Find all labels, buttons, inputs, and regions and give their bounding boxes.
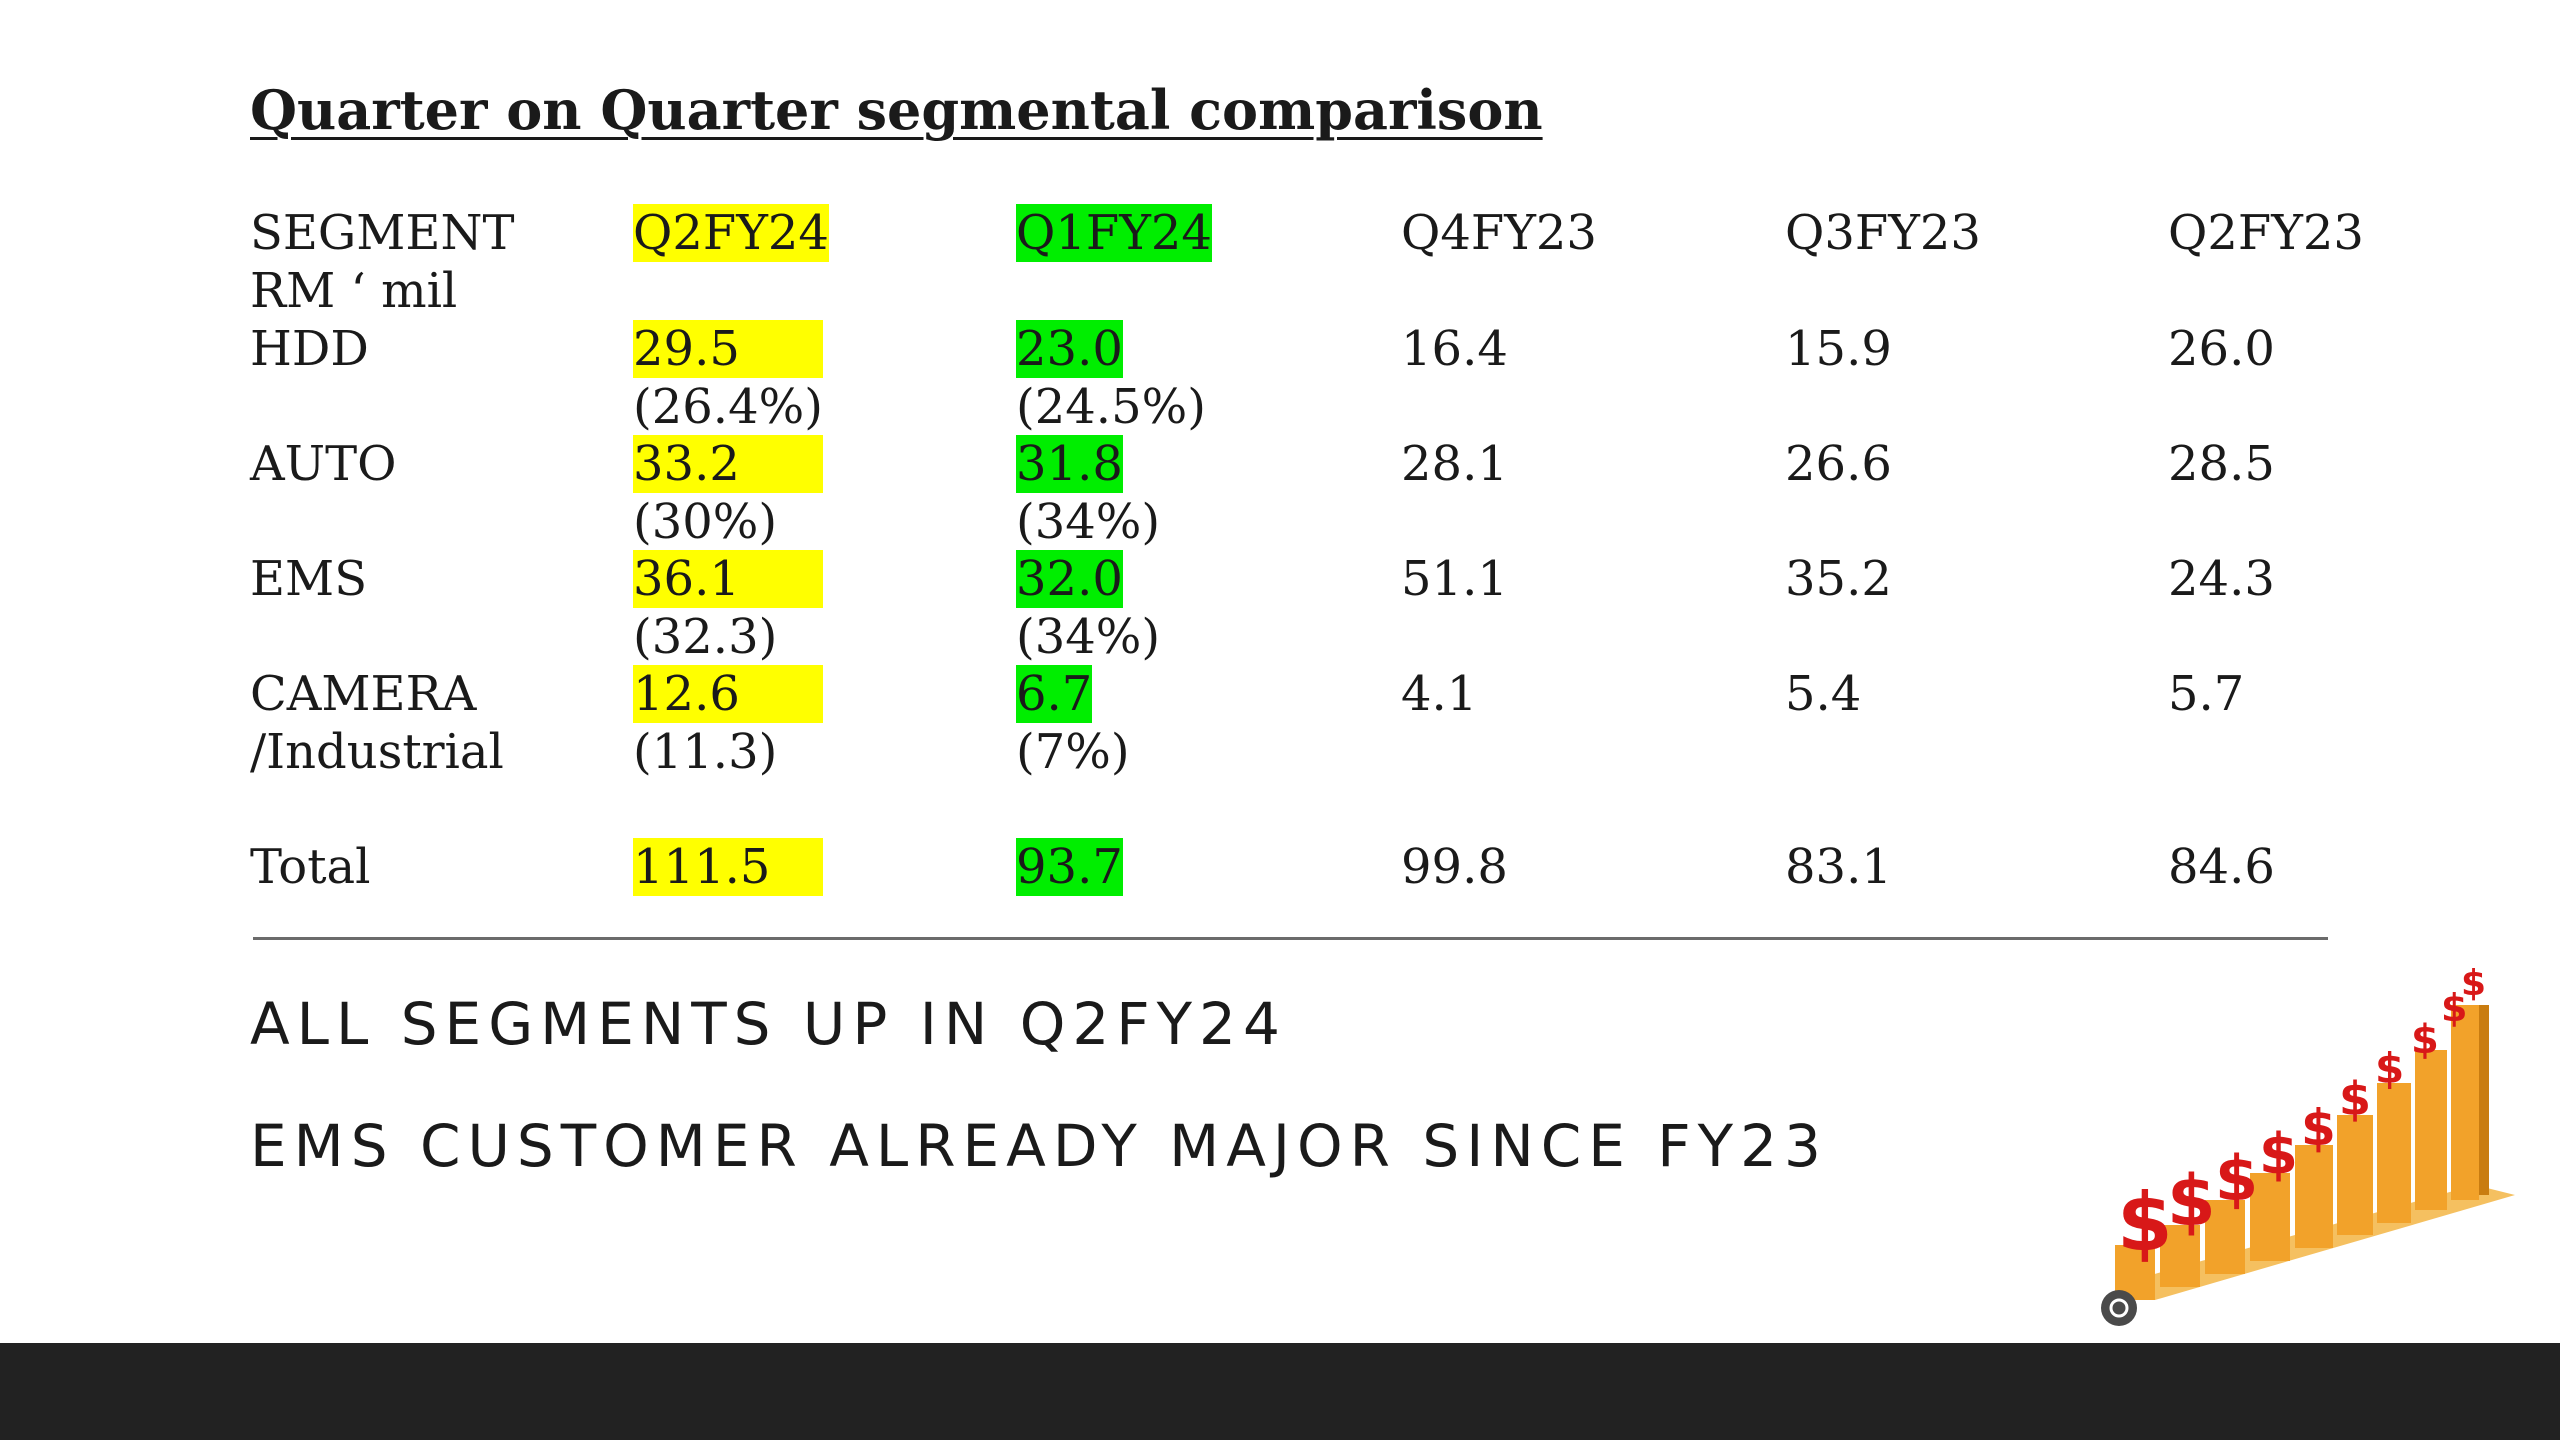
value-q3fy23: 35.2 xyxy=(1785,551,1892,607)
value-q2fy24-text: 29.5 xyxy=(633,320,823,378)
value-q2fy24: 33.2 xyxy=(633,435,823,493)
value-q4fy23: 51.1 xyxy=(1401,551,1508,607)
svg-text:$: $ xyxy=(2441,986,2467,1030)
share-q1fy24: (34%) xyxy=(1016,494,1161,550)
value-q4fy23: 28.1 xyxy=(1401,436,1508,492)
svg-text:$: $ xyxy=(2411,1017,2439,1063)
value-q2fy24-text: 33.2 xyxy=(633,435,823,493)
svg-text:$: $ xyxy=(2117,1176,2173,1269)
header-unit-label: RM ‘ mil xyxy=(250,263,458,319)
bottom-bar xyxy=(0,1343,2560,1440)
share-q1fy24: (7%) xyxy=(1016,724,1130,780)
svg-text:$: $ xyxy=(2461,963,2486,1004)
header-q2fy24: Q2FY24 xyxy=(633,204,829,262)
header-segment-label: SEGMENT xyxy=(250,205,515,261)
value-q3fy23: 15.9 xyxy=(1785,321,1892,377)
segment-name-line2: /Industrial xyxy=(250,724,504,780)
dollar-signs: $ $ $ $ $ $ $ $ $ $ xyxy=(2117,963,2486,1269)
header-q2fy24-text: Q2FY24 xyxy=(633,204,829,262)
value-q2fy23: 24.3 xyxy=(2168,551,2275,607)
orange-bars xyxy=(2115,1005,2515,1300)
value-q2fy23: 26.0 xyxy=(2168,321,2275,377)
value-q1fy24-text: 6.7 xyxy=(1016,665,1093,723)
image-badge-icon xyxy=(2101,1290,2137,1326)
svg-text:$: $ xyxy=(2259,1122,2298,1187)
value-q1fy24-text: 31.8 xyxy=(1016,435,1123,493)
value-q4fy23: 16.4 xyxy=(1401,321,1508,377)
share-q2fy24: (30%) xyxy=(633,494,778,550)
value-q3fy23: 26.6 xyxy=(1785,436,1892,492)
share-q2fy24: (32.3) xyxy=(633,609,778,665)
total-q3fy23: 83.1 xyxy=(1785,839,1892,895)
value-q2fy24: 29.5 xyxy=(633,320,823,378)
value-q2fy24: 36.1 xyxy=(633,550,823,608)
segment-name: AUTO xyxy=(250,436,397,492)
share-q1fy24: (24.5%) xyxy=(1016,379,1206,435)
header-q3fy23: Q3FY23 xyxy=(1785,205,1981,261)
total-q1fy24: 93.7 xyxy=(1016,838,1123,896)
value-q1fy24: 31.8 xyxy=(1016,435,1123,493)
total-q2fy24-text: 111.5 xyxy=(633,838,823,896)
segment-name: HDD xyxy=(250,321,369,377)
value-q2fy24: 12.6 xyxy=(633,665,823,723)
value-q2fy23: 5.7 xyxy=(2168,666,2245,722)
share-q2fy24: (26.4%) xyxy=(633,379,823,435)
note-ems-customer: EMS CUSTOMER ALREADY MAJOR SINCE FY23 xyxy=(250,1112,1828,1180)
total-label: Total xyxy=(250,839,371,895)
slide-title: Quarter on Quarter segmental comparison xyxy=(250,78,1543,142)
divider-line xyxy=(253,937,2328,940)
total-q1fy24-text: 93.7 xyxy=(1016,838,1123,896)
slide: Quarter on Quarter segmental comparison … xyxy=(250,78,2515,1326)
value-q1fy24: 23.0 xyxy=(1016,320,1123,378)
svg-text:$: $ xyxy=(2215,1142,2258,1215)
total-q4fy23: 99.8 xyxy=(1401,839,1508,895)
header-q2fy23: Q2FY23 xyxy=(2168,205,2364,261)
header-q1fy24-text: Q1FY24 xyxy=(1016,204,1212,262)
growth-dollar-illustration: $ $ $ $ $ $ $ $ $ $ xyxy=(2101,963,2515,1326)
share-q1fy24: (34%) xyxy=(1016,609,1161,665)
header-q4fy23: Q4FY23 xyxy=(1401,205,1597,261)
svg-text:$: $ xyxy=(2167,1160,2216,1242)
value-q1fy24-text: 32.0 xyxy=(1016,550,1123,608)
svg-text:$: $ xyxy=(2301,1099,2336,1157)
value-q1fy24: 6.7 xyxy=(1016,665,1093,723)
value-q4fy23: 4.1 xyxy=(1401,666,1478,722)
value-q2fy24-text: 12.6 xyxy=(633,665,823,723)
value-q3fy23: 5.4 xyxy=(1785,666,1862,722)
value-q1fy24: 32.0 xyxy=(1016,550,1123,608)
note-all-segments-up: ALL SEGMENTS UP IN Q2FY24 xyxy=(250,990,1287,1058)
header-q1fy24: Q1FY24 xyxy=(1016,204,1212,262)
total-q2fy23: 84.6 xyxy=(2168,839,2275,895)
value-q2fy23: 28.5 xyxy=(2168,436,2275,492)
svg-text:$: $ xyxy=(2339,1072,2371,1126)
value-q1fy24-text: 23.0 xyxy=(1016,320,1123,378)
value-q2fy24-text: 36.1 xyxy=(633,550,823,608)
svg-text:$: $ xyxy=(2375,1044,2404,1093)
segment-name: EMS xyxy=(250,551,368,607)
total-q2fy24: 111.5 xyxy=(633,838,823,896)
segment-name: CAMERA xyxy=(250,666,477,722)
share-q2fy24: (11.3) xyxy=(633,724,778,780)
